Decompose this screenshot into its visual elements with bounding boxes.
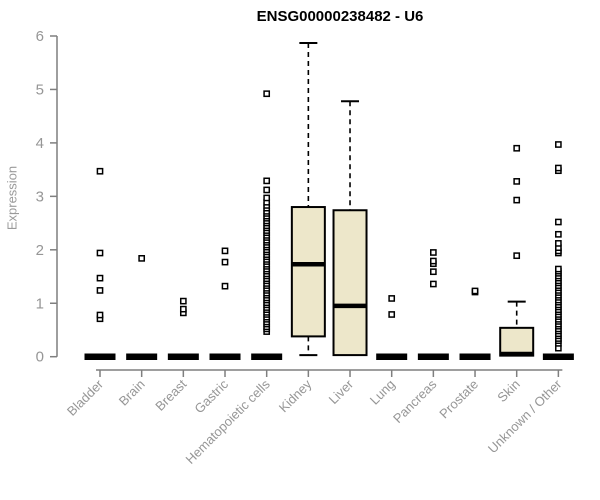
outlier-point [555, 240, 562, 247]
y-axis-tick-label: 2 [36, 242, 44, 259]
y-axis-tick-label: 6 [36, 28, 44, 45]
box [290, 206, 326, 338]
y-axis-tick-label: 3 [36, 188, 44, 205]
collapsed-box [459, 353, 491, 360]
outlier-point [221, 282, 229, 290]
collapsed-box [251, 353, 283, 360]
collapsed-box [84, 353, 116, 360]
outlier-point [513, 144, 521, 152]
x-axis-category-label: Lung [367, 377, 398, 408]
collapsed-box [167, 353, 199, 360]
collapsed-box [209, 353, 241, 360]
y-axis-label: Expression [4, 165, 20, 231]
outlier-point [388, 295, 396, 302]
outlier-point [96, 274, 104, 282]
y-axis-tick-label: 5 [36, 81, 44, 98]
outlier-point [471, 287, 479, 295]
outlier-point [221, 247, 229, 255]
outlier-point [96, 287, 104, 294]
outlier-point [263, 90, 271, 98]
outlier-point [221, 258, 229, 266]
outlier-point [430, 257, 437, 265]
x-axis-category-label: Unknown / Other [485, 376, 565, 456]
y-axis-tick-label: 0 [36, 349, 44, 366]
y-axis-tick-label: 4 [36, 135, 44, 152]
collapsed-box [542, 353, 574, 360]
outlier-point [96, 311, 104, 319]
x-axis-category-label: Kidney [276, 376, 315, 415]
x-axis-category-label: Bladder [64, 376, 107, 419]
outlier-point [96, 167, 104, 175]
x-axis-category-label: Prostate [436, 377, 481, 422]
x-axis-category-label: Breast [152, 376, 189, 413]
outlier-point [179, 297, 187, 305]
outlier-point [513, 178, 521, 185]
x-axis-category-label: Pancreas [390, 376, 440, 426]
x-axis-category-label: Skin [494, 377, 522, 405]
outlier-point [179, 305, 187, 313]
x-axis-category-label: Liver [326, 376, 357, 407]
chart-title: ENSG00000238482 - U6 [256, 8, 424, 25]
x-axis-category-label: Brain [116, 377, 148, 409]
outlier-point [430, 249, 437, 256]
collapsed-box [126, 353, 158, 360]
box [499, 326, 535, 357]
outlier-point [555, 141, 562, 148]
y-axis-tick-label: 1 [36, 295, 44, 312]
outlier-point [263, 194, 271, 202]
outlier-point [555, 218, 562, 226]
outlier-point [96, 249, 104, 257]
outlier-point [555, 265, 562, 273]
x-axis-category-label: Gastric [191, 376, 231, 416]
outlier-point [430, 280, 437, 288]
box [332, 209, 368, 357]
outlier-point [555, 230, 562, 238]
outlier-point [513, 252, 521, 260]
outlier-point [513, 196, 521, 204]
outlier-point [263, 186, 271, 194]
collapsed-box [376, 353, 408, 360]
outlier-point [263, 177, 271, 185]
collapsed-box [417, 353, 449, 360]
outlier-point [555, 164, 562, 172]
outlier-point [138, 255, 146, 262]
outlier-point [430, 268, 437, 276]
outlier-point [388, 311, 396, 318]
